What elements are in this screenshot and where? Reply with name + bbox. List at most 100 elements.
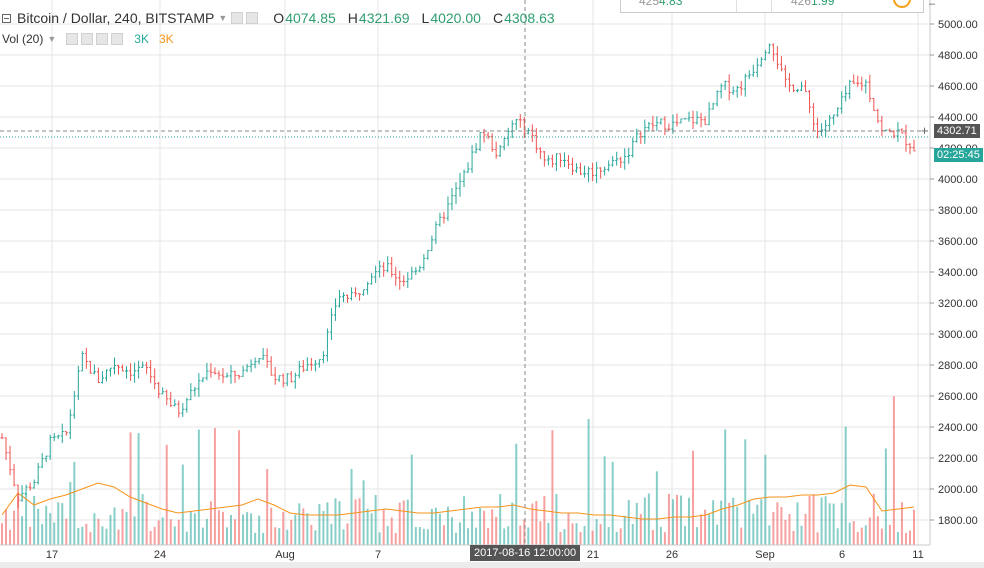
volume-value: 3K (134, 32, 149, 46)
volume-bar (354, 499, 357, 545)
volume-bar (551, 430, 554, 545)
close-label: C (492, 10, 504, 26)
y-tick-label: 4400.00 (938, 112, 978, 124)
candlesticks (0, 43, 916, 509)
volume-bar (217, 510, 220, 545)
gear-icon[interactable] (246, 12, 259, 24)
close-icon[interactable] (111, 33, 124, 45)
volume-bar (274, 527, 277, 545)
volume-bar (69, 481, 72, 545)
volume-bar (153, 526, 156, 545)
volume-bar (740, 527, 743, 545)
volume-bar (784, 519, 787, 545)
volume-bar (370, 513, 373, 545)
volume-bar (33, 495, 36, 545)
volume-bar (896, 531, 899, 545)
volume-bar (904, 532, 907, 545)
popup-right-value: 4261.99 (791, 0, 835, 8)
volume-bar (169, 519, 172, 545)
time-axis[interactable]: 17 24 Aug 7 21 26 Sep 6 11 (46, 549, 924, 561)
minus-icon[interactable]: – (928, 0, 936, 10)
collapse-icon[interactable] (2, 13, 11, 23)
volume-bar (434, 507, 437, 545)
volume-bar (45, 505, 48, 545)
volume-bar (165, 444, 168, 545)
countdown-label: 02:25:45 (934, 148, 983, 162)
crosshair-date-label: 2017-08-16 12:00:00 (470, 545, 581, 561)
x-tick-label: Sep (755, 549, 775, 561)
volume-label: Vol (20) (2, 32, 44, 46)
volume-bar (93, 513, 96, 545)
chevron-down-icon[interactable]: ▼ (47, 34, 57, 44)
volume-bar (671, 499, 674, 545)
volume-bar (467, 528, 470, 545)
volume-bar (121, 508, 124, 545)
volume-bar (872, 493, 875, 545)
volume-bar (720, 500, 723, 545)
y-tick-label: 4000.00 (938, 174, 978, 186)
volume-bar (278, 528, 281, 545)
chevron-down-icon[interactable]: ▼ (218, 13, 228, 23)
x-tick-label: 7 (375, 549, 381, 561)
volume-bar (189, 511, 192, 545)
volume-bar (101, 526, 104, 545)
volume-bar (197, 429, 200, 545)
volume-bar (414, 527, 417, 545)
volume-bar (230, 515, 233, 545)
volume-bar (334, 498, 337, 545)
volume-bar (663, 532, 666, 545)
volume-bar (880, 528, 883, 545)
orb-icon[interactable] (893, 0, 911, 8)
volume-bar (523, 519, 526, 545)
volume-bar (85, 523, 88, 545)
x-tick-label: 6 (839, 549, 845, 561)
volume-bar (796, 502, 799, 545)
volume-legend[interactable]: Vol (20) ▼ 3K 3K (2, 31, 174, 47)
volume-bar (225, 527, 228, 545)
volume-bar (788, 514, 791, 545)
volume-bar (13, 510, 16, 545)
volume-bar (430, 508, 433, 545)
main-series-legend[interactable]: Bitcoin / Dollar, 240, BITSTAMP ▼ O 4074.… (2, 9, 555, 27)
volume-bar (892, 396, 895, 545)
volume-bar (89, 532, 92, 545)
volume-bar (318, 504, 321, 545)
scrollbar[interactable] (0, 562, 984, 568)
volume-bar (117, 529, 120, 545)
volume-bar (258, 515, 261, 545)
volume-bar (61, 503, 64, 545)
volume-bar (716, 524, 719, 545)
volume-bar (679, 495, 682, 545)
plus-icon[interactable]: + (920, 123, 929, 138)
x-tick-label: 17 (46, 549, 58, 561)
gear-icon[interactable] (81, 33, 94, 45)
volume-bar (149, 530, 152, 545)
volume-bar (246, 512, 249, 545)
volume-bar (290, 519, 293, 545)
volume-bar (221, 511, 224, 545)
chart-grid (0, 0, 930, 545)
popup-separator (736, 0, 737, 12)
volume-bar (49, 513, 52, 545)
volume-bar (322, 511, 325, 545)
high-label: H (347, 10, 358, 26)
settings-icon[interactable] (96, 33, 109, 45)
volume-bar (450, 517, 453, 545)
volume-bar (635, 502, 638, 545)
crosshair-price-label: 4302.71 (934, 124, 980, 138)
volume-bar (724, 429, 727, 545)
volume-bar (483, 510, 486, 545)
volume-bar (591, 530, 594, 545)
volume-bar (683, 526, 686, 545)
volume-bar (410, 454, 413, 545)
volume-bar (282, 511, 285, 545)
eye-icon[interactable] (231, 12, 244, 24)
volume-bar (422, 528, 425, 545)
volume-bar (374, 495, 377, 545)
volume-bar (286, 529, 289, 545)
eye-icon[interactable] (66, 33, 79, 45)
volume-bar (531, 503, 534, 545)
volume-bar (752, 513, 755, 545)
volume-bar (603, 456, 606, 545)
